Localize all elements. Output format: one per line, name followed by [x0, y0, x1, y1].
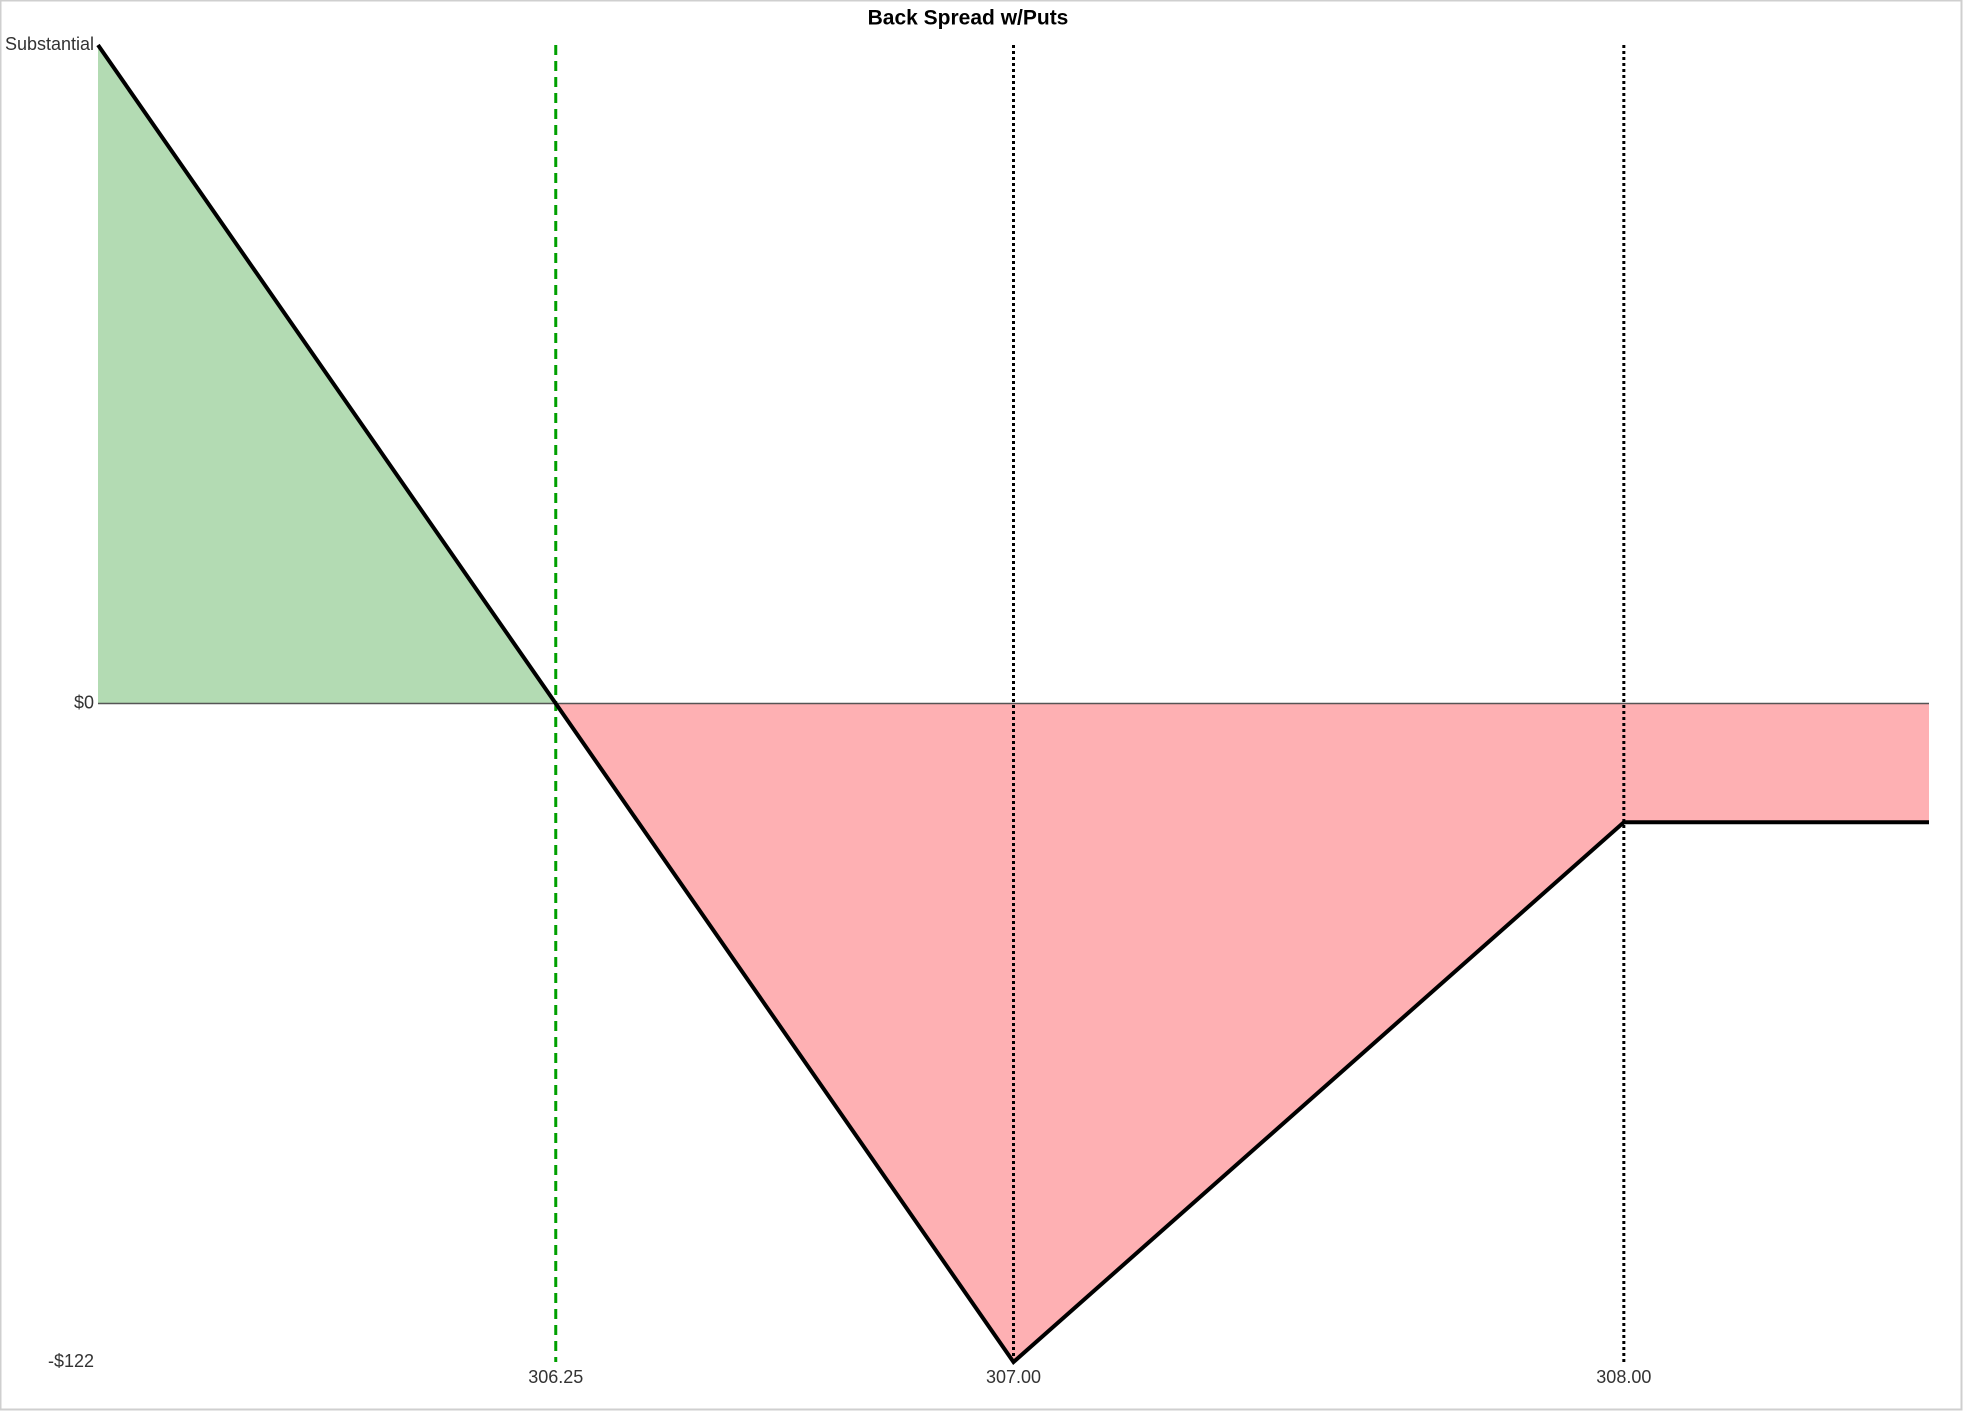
profit-area: [98, 45, 1929, 704]
y-tick-label: Substantial: [5, 34, 94, 54]
loss-area: [98, 703, 1929, 1362]
x-tick-label: 306.25: [528, 1367, 583, 1387]
payoff-line: [96, 43, 1929, 1365]
x-tick-label: 308.00: [1596, 1367, 1651, 1387]
chart-title: Back Spread w/Puts: [868, 7, 1069, 30]
y-tick-label: $0: [74, 692, 94, 712]
x-tick-label: 307.00: [986, 1367, 1041, 1387]
y-tick-label: -$122: [48, 1351, 94, 1371]
